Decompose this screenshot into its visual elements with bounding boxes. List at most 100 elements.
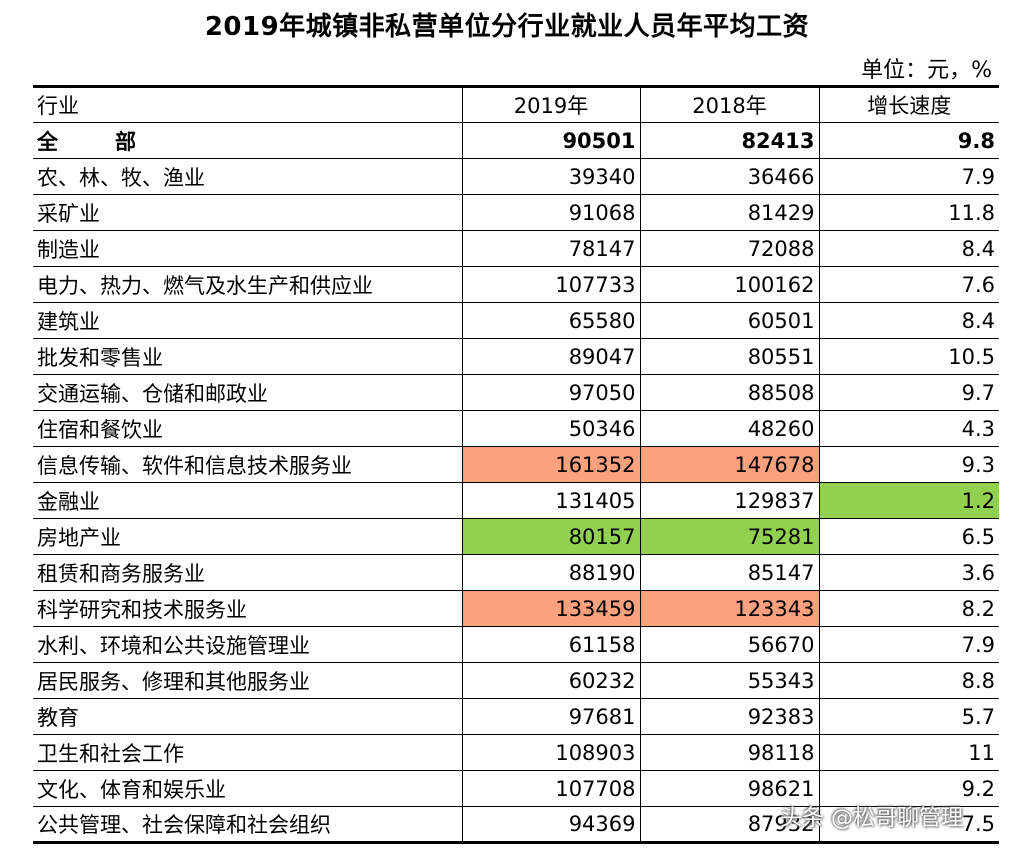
wage-2018-cell: 81429 bbox=[639, 194, 819, 231]
wage-2019-cell-highlighted: 80157 bbox=[461, 518, 640, 555]
wage-2019-cell: 97050 bbox=[461, 374, 640, 411]
growth-cell: 8.4 bbox=[818, 230, 999, 267]
table-row: 住宿和餐饮业 50346 48260 4.3 bbox=[33, 410, 999, 447]
table-row: 居民服务、修理和其他服务业 60232 55343 8.8 bbox=[33, 662, 999, 699]
table-row-total: 全 部 90501 82413 9.8 bbox=[33, 122, 999, 159]
industry-cell: 制造业 bbox=[33, 230, 462, 267]
table-row: 电力、热力、燃气及水生产和供应业 107733 100162 7.6 bbox=[33, 266, 999, 303]
page-title: 2019年城镇非私营单位分行业就业人员年平均工资 bbox=[204, 12, 810, 42]
table-row: 信息传输、软件和信息技术服务业 161352 147678 9.3 bbox=[33, 446, 999, 483]
growth-cell-highlighted: 1.2 bbox=[818, 482, 999, 519]
wage-2018-cell: 129837 bbox=[639, 482, 819, 519]
industry-cell: 教育 bbox=[33, 698, 462, 735]
growth-cell: 9.3 bbox=[818, 446, 999, 483]
growth-cell: 7.6 bbox=[818, 266, 999, 303]
table-row: 房地产业 80157 75281 6.5 bbox=[33, 518, 999, 555]
industry-cell: 全 部 bbox=[33, 122, 462, 159]
wage-2019-cell-highlighted: 161352 bbox=[461, 446, 640, 483]
industry-cell: 建筑业 bbox=[33, 302, 462, 339]
watermark: 头条 @松哥聊管理 bbox=[780, 806, 963, 831]
wage-2019-cell: 50346 bbox=[461, 410, 640, 447]
industry-cell: 住宿和餐饮业 bbox=[33, 410, 462, 447]
wage-2018-cell: 56670 bbox=[639, 626, 819, 663]
growth-cell: 8.4 bbox=[818, 302, 999, 339]
wage-2018-cell: 85147 bbox=[639, 554, 819, 591]
table-row: 科学研究和技术服务业 133459 123343 8.2 bbox=[33, 590, 999, 627]
industry-cell: 信息传输、软件和信息技术服务业 bbox=[33, 446, 462, 483]
wage-2019-cell: 107708 bbox=[461, 770, 640, 807]
growth-cell: 6.5 bbox=[818, 518, 999, 555]
growth-cell: 8.2 bbox=[818, 590, 999, 627]
growth-cell: 7.9 bbox=[818, 626, 999, 663]
header-industry: 行业 bbox=[33, 85, 462, 123]
wage-2018-cell: 60501 bbox=[639, 302, 819, 339]
header-growth: 增长速度 bbox=[818, 85, 999, 123]
growth-cell: 7.5 bbox=[818, 806, 999, 844]
wage-2019-cell: 131405 bbox=[461, 482, 640, 519]
wage-2019-cell: 91068 bbox=[461, 194, 640, 231]
table-row: 租赁和商务服务业 88190 85147 3.6 bbox=[33, 554, 999, 591]
wage-2019-cell: 88190 bbox=[461, 554, 640, 591]
table-row: 文化、体育和娱乐业 107708 98621 9.2 bbox=[33, 770, 999, 807]
wage-2018-cell: 100162 bbox=[639, 266, 819, 303]
table-row: 公共管理、社会保障和社会组织 94369 87932 7.5 bbox=[33, 806, 999, 844]
table-row: 农、林、牧、渔业 39340 36466 7.9 bbox=[33, 158, 999, 195]
wage-2018-cell: 72088 bbox=[639, 230, 819, 267]
industry-cell: 公共管理、社会保障和社会组织 bbox=[33, 806, 462, 844]
wage-2019-cell: 61158 bbox=[461, 626, 640, 663]
wage-2019-cell: 108903 bbox=[461, 734, 640, 771]
growth-cell: 8.8 bbox=[818, 662, 999, 699]
wage-2018-cell: 92383 bbox=[639, 698, 819, 735]
growth-cell: 4.3 bbox=[818, 410, 999, 447]
industry-cell: 居民服务、修理和其他服务业 bbox=[33, 662, 462, 699]
growth-cell: 11.8 bbox=[818, 194, 999, 231]
growth-cell: 3.6 bbox=[818, 554, 999, 591]
industry-cell: 采矿业 bbox=[33, 194, 462, 231]
industry-cell: 批发和零售业 bbox=[33, 338, 462, 375]
wage-2018-cell: 82413 bbox=[639, 122, 819, 159]
wage-2019-cell: 107733 bbox=[461, 266, 640, 303]
industry-cell: 房地产业 bbox=[33, 518, 462, 555]
growth-cell: 9.8 bbox=[818, 122, 999, 159]
table-row: 水利、环境和公共设施管理业 61158 56670 7.9 bbox=[33, 626, 999, 663]
table-row: 卫生和社会工作 108903 98118 11 bbox=[33, 734, 999, 771]
wage-2018-cell: 48260 bbox=[639, 410, 819, 447]
industry-cell: 租赁和商务服务业 bbox=[33, 554, 462, 591]
wage-2018-cell-highlighted: 147678 bbox=[639, 446, 819, 483]
wage-2018-cell: 98118 bbox=[639, 734, 819, 771]
wage-2019-cell: 89047 bbox=[461, 338, 640, 375]
table-header-row: 行业 2019年 2018年 增长速度 bbox=[33, 85, 999, 123]
growth-cell: 10.5 bbox=[818, 338, 999, 375]
wage-2018-cell: 55343 bbox=[639, 662, 819, 699]
wage-table: 行业 2019年 2018年 增长速度 全 部 90501 82413 9.8 … bbox=[33, 85, 999, 844]
wage-2018-cell: 87932 bbox=[639, 806, 819, 844]
industry-cell: 科学研究和技术服务业 bbox=[33, 590, 462, 627]
industry-cell: 卫生和社会工作 bbox=[33, 734, 462, 771]
industry-cell: 交通运输、仓储和邮政业 bbox=[33, 374, 462, 411]
wage-2019-cell: 39340 bbox=[461, 158, 640, 195]
wage-2018-cell: 88508 bbox=[639, 374, 819, 411]
wage-2018-cell: 80551 bbox=[639, 338, 819, 375]
wage-2019-cell: 60232 bbox=[461, 662, 640, 699]
growth-cell: 7.9 bbox=[818, 158, 999, 195]
wage-2019-cell: 97681 bbox=[461, 698, 640, 735]
wage-2019-cell: 94369 bbox=[461, 806, 640, 844]
wage-2018-cell-highlighted: 123343 bbox=[639, 590, 819, 627]
wage-2018-cell: 98621 bbox=[639, 770, 819, 807]
growth-cell: 9.2 bbox=[818, 770, 999, 807]
wage-2019-cell: 78147 bbox=[461, 230, 640, 267]
growth-cell: 5.7 bbox=[818, 698, 999, 735]
table-row: 教育 97681 92383 5.7 bbox=[33, 698, 999, 735]
unit-note: 单位：元，% bbox=[861, 58, 992, 83]
wage-2019-cell: 65580 bbox=[461, 302, 640, 339]
wage-2019-cell-highlighted: 133459 bbox=[461, 590, 640, 627]
table-row: 交通运输、仓储和邮政业 97050 88508 9.7 bbox=[33, 374, 999, 411]
wage-2019-cell: 90501 bbox=[461, 122, 640, 159]
wage-2018-cell-highlighted: 75281 bbox=[639, 518, 819, 555]
header-2018: 2018年 bbox=[639, 85, 819, 123]
header-2019: 2019年 bbox=[461, 85, 640, 123]
industry-cell: 文化、体育和娱乐业 bbox=[33, 770, 462, 807]
growth-cell: 11 bbox=[818, 734, 999, 771]
table-row: 批发和零售业 89047 80551 10.5 bbox=[33, 338, 999, 375]
industry-cell: 水利、环境和公共设施管理业 bbox=[33, 626, 462, 663]
